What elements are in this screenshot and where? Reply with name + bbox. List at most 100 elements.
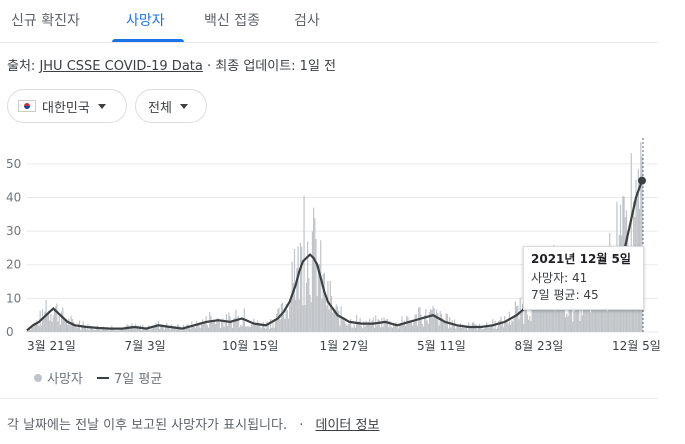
daily-deaths-bar bbox=[567, 316, 569, 332]
daily-deaths-bar bbox=[106, 328, 108, 332]
daily-deaths-bar bbox=[367, 322, 370, 332]
daily-deaths-bar bbox=[279, 319, 281, 332]
region-label: 대한민국 bbox=[42, 100, 90, 116]
daily-deaths-bar bbox=[358, 321, 360, 332]
daily-deaths-bar bbox=[342, 320, 345, 332]
daily-deaths-bar bbox=[322, 273, 324, 332]
daily-deaths-bar bbox=[305, 282, 308, 332]
daily-deaths-bar bbox=[484, 325, 487, 332]
daily-deaths-bar bbox=[361, 328, 364, 332]
daily-deaths-bar bbox=[379, 327, 382, 332]
daily-deaths-bar bbox=[369, 318, 371, 332]
daily-deaths-bar bbox=[224, 321, 226, 332]
daily-deaths-bar bbox=[236, 317, 238, 332]
daily-deaths-bar bbox=[58, 314, 60, 332]
daily-deaths-bar bbox=[204, 322, 206, 332]
daily-deaths-bar bbox=[232, 318, 235, 332]
legend-bar-label: 사망자 bbox=[47, 372, 83, 387]
daily-deaths-bar bbox=[519, 297, 521, 332]
daily-deaths-bar bbox=[425, 308, 427, 332]
daily-deaths-bar bbox=[51, 321, 53, 332]
daily-deaths-bar bbox=[554, 310, 556, 332]
daily-deaths-bar bbox=[413, 319, 415, 332]
daily-deaths-bar bbox=[124, 327, 126, 332]
daily-deaths-bar bbox=[391, 327, 394, 332]
daily-deaths-bar bbox=[402, 324, 404, 332]
daily-deaths-bar bbox=[283, 314, 285, 332]
daily-deaths-bar bbox=[188, 328, 191, 332]
tooltip-average: 7일 평균: 45 bbox=[531, 288, 599, 302]
source-link[interactable]: JHU CSSE COVID-19 Data bbox=[39, 59, 203, 74]
active-tab-indicator bbox=[112, 39, 184, 42]
daily-deaths-bar bbox=[241, 326, 243, 332]
daily-deaths-bar bbox=[143, 327, 145, 332]
tab-new-cases[interactable]: 신규 확진자 bbox=[11, 13, 80, 29]
daily-deaths-bar bbox=[489, 325, 491, 332]
daily-deaths-bar bbox=[443, 321, 445, 332]
tab-deaths[interactable]: 사망자 bbox=[126, 13, 165, 29]
daily-deaths-bar bbox=[456, 326, 458, 332]
daily-deaths-bar bbox=[301, 246, 303, 332]
daily-deaths-bar bbox=[393, 324, 395, 332]
daily-deaths-bar bbox=[181, 330, 183, 332]
daily-deaths-bar bbox=[549, 293, 551, 332]
daily-deaths-bar bbox=[611, 300, 613, 332]
daily-deaths-bar bbox=[307, 241, 309, 332]
daily-deaths-bar bbox=[152, 327, 155, 332]
daily-deaths-bar bbox=[344, 321, 346, 332]
footer: 각 날짜에는 전날 이후 보고된 사망자가 표시됩니다. · 데이터 정보 bbox=[7, 414, 379, 433]
daily-deaths-bar bbox=[562, 291, 564, 332]
daily-deaths-bar bbox=[510, 324, 512, 332]
daily-deaths-bar bbox=[104, 329, 106, 332]
region-dropdown[interactable]: 대한민국 bbox=[7, 89, 127, 123]
daily-deaths-bar bbox=[385, 319, 388, 332]
data-info-link[interactable]: 데이터 정보 bbox=[315, 418, 380, 433]
daily-deaths-bar bbox=[286, 310, 288, 332]
daily-deaths-bar bbox=[348, 323, 351, 332]
daily-deaths-bar bbox=[296, 268, 298, 332]
daily-deaths-bar bbox=[465, 325, 468, 332]
daily-deaths-bar bbox=[458, 327, 460, 332]
deaths-chart[interactable]: 0 10 20 30 40 50 3월 21일 7월 3일 10월 15일 1월 27일 5월 1… bbox=[0, 128, 685, 358]
daily-deaths-bar bbox=[613, 292, 616, 332]
daily-deaths-bar bbox=[339, 325, 341, 332]
daily-deaths-bar bbox=[95, 327, 97, 332]
hover-point bbox=[638, 176, 646, 185]
daily-deaths-bar bbox=[298, 299, 300, 332]
source-line: 출처: JHU CSSE COVID-19 Data · 최종 업데이트: 1일… bbox=[7, 55, 336, 74]
daily-deaths-bar bbox=[366, 324, 368, 332]
daily-deaths-bar bbox=[441, 318, 444, 332]
daily-deaths-bar bbox=[64, 320, 66, 332]
tab-vaccinations[interactable]: 백신 접종 bbox=[204, 13, 260, 29]
daily-deaths-bar bbox=[247, 325, 249, 332]
daily-deaths-bar bbox=[511, 320, 513, 332]
daily-deaths-bar bbox=[185, 328, 187, 332]
daily-deaths-bar bbox=[330, 296, 333, 332]
daily-deaths-bar bbox=[513, 316, 515, 332]
daily-deaths-bar bbox=[223, 326, 225, 332]
daily-deaths-bar bbox=[462, 324, 464, 332]
daily-deaths-bar bbox=[238, 327, 241, 332]
tab-testing[interactable]: 검사 bbox=[294, 13, 320, 29]
daily-deaths-bar bbox=[360, 326, 362, 332]
daily-deaths-bar bbox=[502, 327, 505, 332]
daily-deaths-bar bbox=[316, 296, 318, 332]
daily-deaths-bar bbox=[57, 321, 59, 332]
daily-deaths-bar bbox=[397, 328, 399, 332]
daily-deaths-bar bbox=[600, 303, 603, 332]
daily-deaths-bar bbox=[487, 326, 489, 332]
daily-deaths-bar bbox=[121, 328, 124, 332]
daily-deaths-bar bbox=[469, 327, 471, 332]
daily-deaths-bar bbox=[461, 327, 463, 332]
daily-deaths-bar bbox=[527, 319, 530, 332]
daily-deaths-bar bbox=[501, 323, 503, 332]
chevron-down-icon bbox=[97, 103, 106, 109]
daily-deaths-bar bbox=[427, 323, 429, 332]
daily-deaths-bar bbox=[517, 305, 519, 332]
scope-dropdown[interactable]: 전체 bbox=[135, 89, 207, 123]
daily-deaths-bar bbox=[507, 323, 509, 332]
y-axis-labels: 0 10 20 30 40 50 bbox=[6, 157, 21, 339]
daily-deaths-bar bbox=[437, 313, 439, 332]
daily-deaths-bar bbox=[544, 302, 546, 332]
daily-deaths-bar bbox=[201, 319, 204, 332]
